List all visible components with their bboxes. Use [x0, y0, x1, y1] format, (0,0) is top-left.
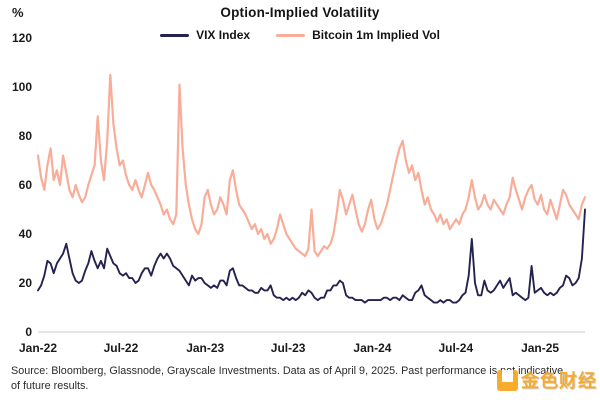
legend-item-bitcoin-1m-implied-vol: Bitcoin 1m Implied Vol [276, 28, 440, 42]
y-tick-0: 0 [25, 325, 32, 339]
series-line-vix-index [37, 208, 586, 304]
watermark-text: 金色财经 [521, 371, 597, 391]
y-tick-120: 120 [11, 31, 32, 45]
source-note: Source: Bloomberg, Glassnode, Grayscale … [11, 365, 564, 392]
jinse-finance-logo-icon [497, 369, 518, 391]
watermark: 金色财经 [497, 367, 597, 393]
x-tick-jan-25: Jan-25 [521, 341, 560, 355]
x-tick-jul-23: Jul-23 [270, 341, 306, 355]
x-tick-jan-22: Jan-22 [18, 341, 58, 355]
x-tick-jul-24: Jul-24 [438, 341, 474, 355]
y-tick-80: 80 [18, 129, 32, 143]
legend-swatch-icon [160, 33, 190, 37]
y-axis-unit-label: % [12, 5, 24, 20]
legend-label: Bitcoin 1m Implied Vol [312, 28, 440, 42]
y-tick-40: 40 [18, 227, 32, 241]
x-tick-jan-23: Jan-23 [186, 341, 225, 355]
y-tick-100: 100 [11, 80, 32, 94]
legend-label: VIX Index [196, 28, 251, 42]
x-tick-jan-24: Jan-24 [353, 341, 392, 355]
legend-item-vix-index: VIX Index [160, 28, 250, 42]
y-tick-20: 20 [18, 276, 32, 290]
chart-title: Option-Implied Volatility [220, 5, 380, 20]
x-tick-jul-22: Jul-22 [103, 341, 139, 355]
legend-swatch-icon [276, 33, 306, 37]
series-line-bitcoin-1m-implied-vol [36, 73, 587, 258]
y-tick-60: 60 [18, 178, 32, 192]
legend: VIX Index Bitcoin 1m Implied Vol [40, 27, 560, 43]
